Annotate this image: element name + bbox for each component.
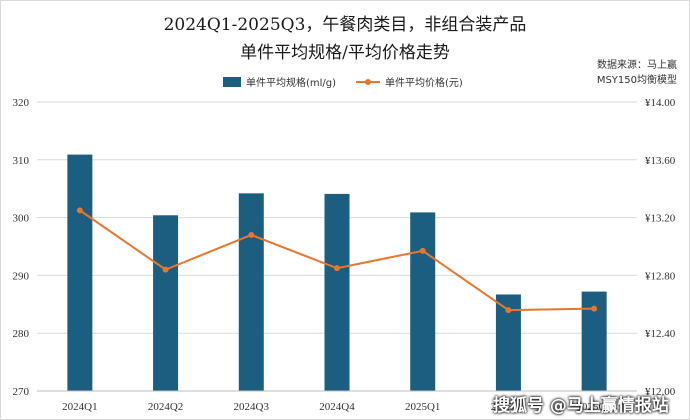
x-tick-label: 2025Q3 (576, 401, 612, 413)
y-right-tick-label: ¥13.20 (645, 213, 676, 225)
bar (67, 154, 93, 391)
y-right-tick-label: ¥13.60 (645, 155, 676, 167)
watermark: 搜狐号 @马上赢情报站 (493, 396, 669, 416)
legend-line-label: 单件平均价格(元) (385, 76, 463, 89)
chart-title-line2: 单件平均规格/平均价格走势 (240, 43, 450, 63)
bar (238, 193, 264, 391)
price-point (591, 305, 598, 312)
model-label: MSY150均衡模型 (596, 75, 677, 86)
y-right-tick-label: ¥12.00 (645, 386, 676, 398)
bar (410, 212, 436, 391)
y-left-tick-label: 280 (13, 328, 30, 340)
price-point (419, 247, 426, 254)
bar (153, 215, 179, 391)
x-tick-label: 2024Q1 (62, 401, 97, 413)
y-right-tick-label: ¥14.00 (645, 97, 676, 109)
price-point (505, 307, 512, 314)
y-left-tick-label: 300 (13, 213, 30, 225)
y-left-tick-label: 310 (13, 155, 30, 167)
y-left-tick-label: 320 (13, 97, 30, 109)
price-point (334, 265, 340, 272)
x-tick-label: 2024Q2 (148, 401, 183, 413)
price-point (162, 266, 169, 273)
legend-bar-swatch (223, 77, 241, 87)
source-label: 数据来源：马上赢 (597, 60, 677, 71)
y-right-tick-label: ¥12.80 (645, 270, 676, 282)
x-tick-label: 2025Q2 (491, 401, 526, 413)
y-left-tick-label: 270 (13, 386, 30, 398)
price-point (76, 207, 83, 214)
x-tick-label: 2024Q4 (319, 401, 355, 413)
chart-title-line1: 2024Q1-2025Q3，午餐肉类目，非组合装产品 (163, 15, 527, 35)
x-tick-label: 2025Q1 (405, 401, 440, 413)
y-right-tick-label: ¥12.40 (645, 328, 676, 340)
legend-line-marker (365, 79, 371, 85)
y-left-tick-label: 290 (13, 270, 30, 282)
x-tick-label: 2024Q3 (234, 401, 270, 413)
legend-bar-label: 单件平均规格(ml/g) (246, 76, 336, 89)
bar (324, 193, 350, 391)
price-point (248, 231, 255, 238)
